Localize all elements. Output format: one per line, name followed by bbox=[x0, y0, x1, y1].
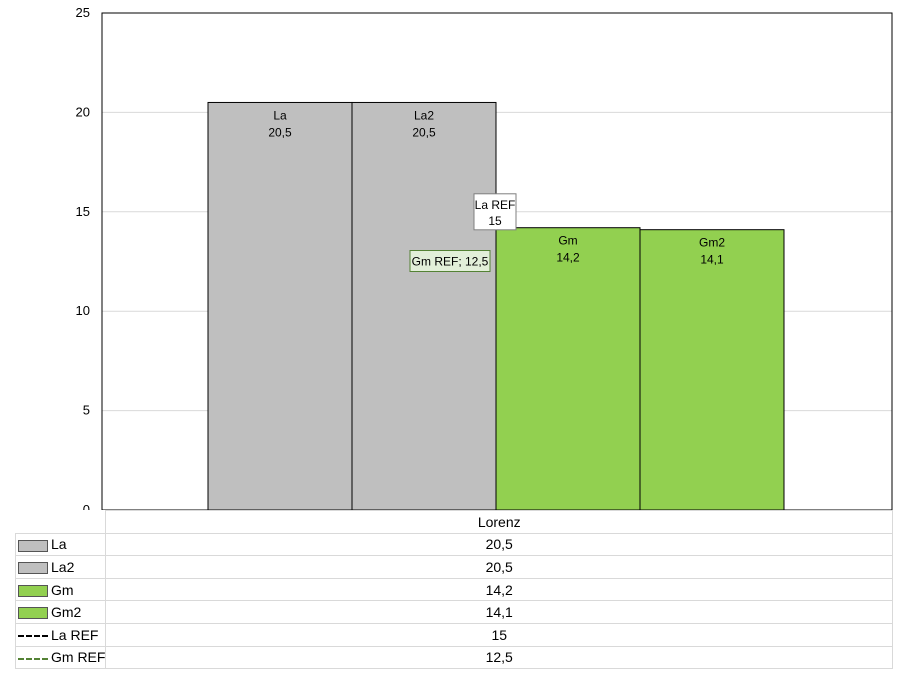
table-row: Gm REF 12,5 bbox=[14, 645, 893, 670]
bar-label-name: La bbox=[273, 108, 287, 122]
table-row: Gm2 14,1 bbox=[14, 600, 893, 624]
legend-series-name: Gm REF bbox=[51, 649, 106, 666]
bar-labels: La 20,5 La2 20,5 Gm 14,2 Gm2 14,1 bbox=[268, 108, 725, 266]
gm-ref-label: Gm REF; 12,5 bbox=[412, 255, 489, 269]
bars bbox=[207, 101, 785, 510]
bar-label-value: 14,2 bbox=[556, 251, 580, 265]
bar-label-value: 20,5 bbox=[268, 125, 292, 139]
legend-swatch bbox=[18, 584, 48, 597]
y-tick-label: 15 bbox=[76, 204, 90, 219]
table-value-cell: 20,5 bbox=[105, 532, 893, 557]
bar-chart: 0 5 10 15 20 25 La 20,5 La2 20,5 Gm 14,2 Gm2 14,1 La… bbox=[76, 5, 893, 510]
y-tick-label: 25 bbox=[76, 5, 90, 20]
legend-series-name: La bbox=[51, 536, 67, 553]
legend-swatch bbox=[18, 562, 48, 575]
bar-label-value: 14,1 bbox=[700, 253, 724, 267]
table-value-cell: 14,2 bbox=[105, 577, 893, 602]
table-row: La REF 15 bbox=[14, 622, 893, 647]
bar-gm bbox=[495, 227, 641, 510]
legend-series-name: Gm bbox=[51, 581, 74, 598]
y-axis-ticks: 0 5 10 15 20 25 bbox=[76, 5, 90, 510]
bar-label-name: Gm2 bbox=[699, 236, 725, 250]
y-tick-label: 0 bbox=[83, 502, 90, 510]
data-table: Lorenz La 20,5 La2 20,5 Gm 14,2 Gm2 14,1 La REF 15… bbox=[14, 510, 893, 670]
bar-label-name: Gm bbox=[558, 234, 577, 248]
legend-key-cell: Gm REF bbox=[14, 645, 107, 670]
table-value-cell: 20,5 bbox=[105, 555, 893, 579]
legend-dash-line bbox=[18, 635, 48, 638]
legend-swatch bbox=[18, 607, 48, 620]
bar-label-name: La2 bbox=[414, 108, 434, 122]
table-value-cell: 14,1 bbox=[105, 600, 893, 624]
legend-key-cell: La2 bbox=[14, 555, 107, 579]
bar-gm2 bbox=[639, 229, 785, 510]
la-ref-label-name: La REF bbox=[475, 198, 516, 212]
legend-series-name: Gm2 bbox=[51, 604, 82, 621]
table-corner-cell bbox=[15, 510, 107, 534]
legend-swatch bbox=[18, 539, 48, 552]
bar-la bbox=[207, 101, 353, 510]
reference-labels: La REF 15 Gm REF; 12,5 bbox=[409, 193, 517, 272]
y-tick-label: 10 bbox=[76, 303, 90, 318]
table-row: La2 20,5 bbox=[14, 555, 893, 579]
la-ref-label-value: 15 bbox=[488, 214, 502, 228]
plot-area-border bbox=[101, 12, 893, 510]
legend-key-cell: La bbox=[14, 532, 107, 557]
legend-key-cell: Gm bbox=[14, 577, 107, 602]
y-tick-label: 20 bbox=[76, 104, 90, 119]
legend-series-name: La2 bbox=[51, 558, 75, 575]
table-value-cell: 12,5 bbox=[105, 645, 893, 670]
la-ref-label-box bbox=[473, 193, 517, 231]
gm-ref-label-box bbox=[409, 250, 491, 272]
legend-key-cell: Gm2 bbox=[14, 600, 107, 624]
table-row: Gm 14,2 bbox=[14, 577, 893, 602]
legend-key-cell: La REF bbox=[14, 622, 107, 647]
table-value-cell: 15 bbox=[105, 622, 893, 647]
bar-label-value: 20,5 bbox=[412, 125, 436, 139]
y-tick-label: 5 bbox=[83, 403, 90, 418]
legend-dash-line bbox=[18, 657, 48, 660]
table-row: La 20,5 bbox=[14, 532, 893, 557]
table-header-row: Lorenz bbox=[15, 510, 893, 534]
bar-la2 bbox=[351, 101, 497, 510]
table-column-header: Lorenz bbox=[105, 510, 893, 534]
legend-series-name: La REF bbox=[51, 626, 99, 643]
